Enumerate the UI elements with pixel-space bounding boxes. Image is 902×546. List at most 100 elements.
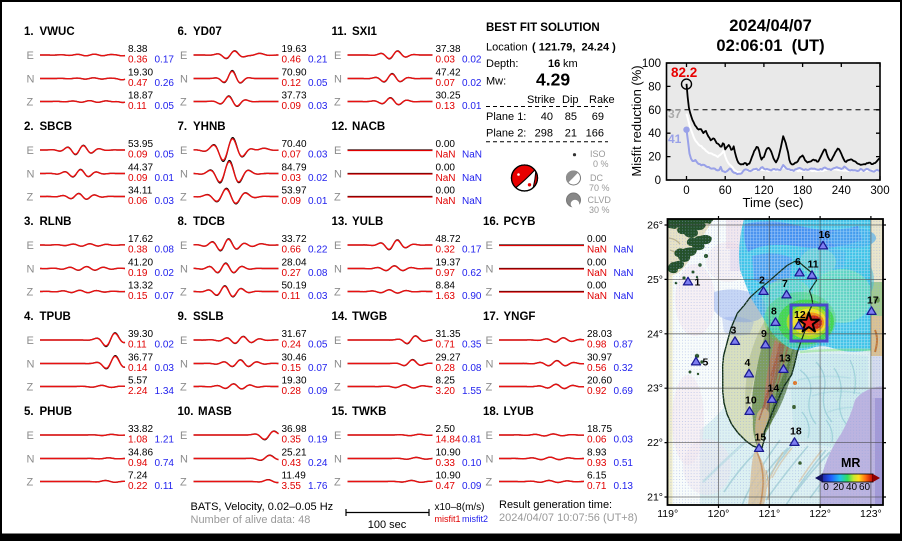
svg-text:4.: 4.	[24, 311, 34, 323]
svg-text:6.: 6.	[178, 26, 188, 38]
svg-text:0.06: 0.06	[587, 435, 607, 446]
svg-text:2024/04/07: 2024/04/07	[729, 17, 812, 35]
svg-text:NaN: NaN	[462, 150, 482, 161]
svg-text:30.46: 30.46	[282, 353, 307, 364]
svg-text:0.05: 0.05	[155, 150, 175, 161]
svg-text:34.11: 34.11	[128, 186, 153, 197]
svg-text:02:06:01 (UT): 02:06:01 (UT)	[716, 37, 824, 55]
svg-text:85: 85	[565, 111, 577, 123]
svg-text:120°: 120°	[708, 508, 730, 520]
svg-text:N: N	[486, 359, 494, 371]
svg-text:36.77: 36.77	[128, 353, 153, 364]
svg-text:36.98: 36.98	[282, 424, 307, 435]
svg-text:N: N	[180, 264, 188, 276]
svg-text:0.00: 0.00	[436, 186, 456, 197]
svg-text:0.15: 0.15	[128, 291, 148, 302]
svg-text:misfit2: misfit2	[462, 514, 488, 524]
svg-text:E: E	[486, 335, 493, 347]
svg-text:Z: Z	[486, 477, 493, 489]
svg-text:34.86: 34.86	[128, 448, 153, 459]
svg-text:0.71: 0.71	[587, 481, 607, 492]
svg-text:14.: 14.	[332, 311, 348, 323]
svg-text:0.47: 0.47	[436, 481, 456, 492]
svg-text:0.38: 0.38	[128, 245, 148, 256]
svg-text:15: 15	[755, 432, 767, 444]
svg-text:0.62: 0.62	[462, 268, 482, 279]
svg-text:37.73: 37.73	[282, 91, 307, 102]
svg-text:E: E	[27, 335, 34, 347]
svg-text:N: N	[180, 454, 188, 466]
svg-text:E: E	[486, 240, 493, 252]
svg-text:0.03: 0.03	[155, 363, 175, 374]
svg-text:N: N	[334, 74, 342, 86]
svg-text:0.35: 0.35	[462, 340, 482, 351]
svg-text:E: E	[27, 50, 34, 62]
svg-text:E: E	[180, 145, 187, 157]
svg-text:14.84: 14.84	[436, 435, 461, 446]
svg-text:0.00: 0.00	[436, 139, 456, 150]
svg-text:TPUB: TPUB	[40, 311, 71, 323]
svg-text:MR: MR	[841, 456, 860, 470]
svg-text:NaN: NaN	[587, 245, 607, 256]
svg-text:13.: 13.	[332, 216, 348, 228]
svg-text:E: E	[180, 50, 187, 62]
svg-text:33.72: 33.72	[282, 234, 307, 245]
svg-text:31.67: 31.67	[282, 329, 307, 340]
svg-text:25°: 25°	[647, 274, 663, 286]
svg-text:7.: 7.	[178, 121, 188, 133]
svg-text:Z: Z	[334, 287, 341, 299]
svg-text:100: 100	[642, 58, 661, 70]
svg-text:1.63: 1.63	[436, 291, 456, 302]
svg-text:19.37: 19.37	[436, 258, 461, 269]
svg-text:3.: 3.	[24, 216, 34, 228]
svg-text:15.: 15.	[332, 406, 348, 418]
svg-text:0.03: 0.03	[282, 173, 302, 184]
svg-text:Z: Z	[180, 97, 187, 109]
svg-text:0.21: 0.21	[308, 55, 328, 66]
svg-text:ISO: ISO	[590, 149, 606, 159]
svg-text:N: N	[180, 359, 188, 371]
svg-text:26°: 26°	[647, 220, 663, 232]
svg-text:NaN: NaN	[614, 268, 634, 279]
svg-text:0.09: 0.09	[128, 173, 148, 184]
svg-text:0.22: 0.22	[308, 245, 328, 256]
svg-text:12: 12	[794, 309, 806, 321]
svg-text:0.43: 0.43	[282, 458, 302, 469]
svg-text:Time (sec): Time (sec)	[743, 195, 804, 210]
svg-text:0.97: 0.97	[436, 268, 456, 279]
svg-text:Z: Z	[27, 287, 34, 299]
svg-text:12.: 12.	[332, 121, 348, 133]
svg-text:E: E	[180, 240, 187, 252]
svg-text:0.01: 0.01	[462, 101, 482, 112]
svg-text:48.72: 48.72	[436, 234, 461, 245]
svg-text:E: E	[334, 50, 341, 62]
svg-text:N: N	[27, 74, 35, 86]
svg-text:0.11: 0.11	[128, 340, 147, 351]
svg-text:40: 40	[541, 111, 553, 123]
svg-text:Z: Z	[180, 287, 187, 299]
svg-text:16: 16	[548, 58, 560, 70]
svg-text:Z: Z	[486, 382, 493, 394]
svg-text:Z: Z	[486, 287, 493, 299]
svg-text:0.81: 0.81	[462, 435, 482, 446]
svg-text:0.02: 0.02	[308, 173, 328, 184]
svg-text:30 %: 30 %	[589, 205, 610, 215]
svg-text:47.42: 47.42	[436, 68, 461, 79]
svg-text:1.21: 1.21	[155, 435, 175, 446]
svg-text:40: 40	[846, 482, 858, 493]
svg-text:Dip: Dip	[562, 94, 579, 106]
svg-text:120: 120	[754, 185, 773, 197]
svg-text:DC: DC	[590, 173, 603, 183]
svg-text:84.79: 84.79	[282, 163, 307, 174]
svg-text:N: N	[27, 169, 35, 181]
svg-text:BATS, Velocity, 0.02–0.05 Hz: BATS, Velocity, 0.02–0.05 Hz	[191, 501, 334, 513]
svg-text:0.08: 0.08	[155, 245, 175, 256]
svg-text:N: N	[334, 169, 342, 181]
svg-text:19.30: 19.30	[282, 376, 307, 387]
svg-text:NaN: NaN	[436, 196, 456, 207]
svg-text:Depth:: Depth:	[486, 58, 518, 70]
svg-text:E: E	[180, 430, 187, 442]
svg-text:41: 41	[668, 132, 682, 146]
svg-text:40: 40	[648, 128, 661, 140]
svg-text:TWKB: TWKB	[352, 406, 387, 418]
